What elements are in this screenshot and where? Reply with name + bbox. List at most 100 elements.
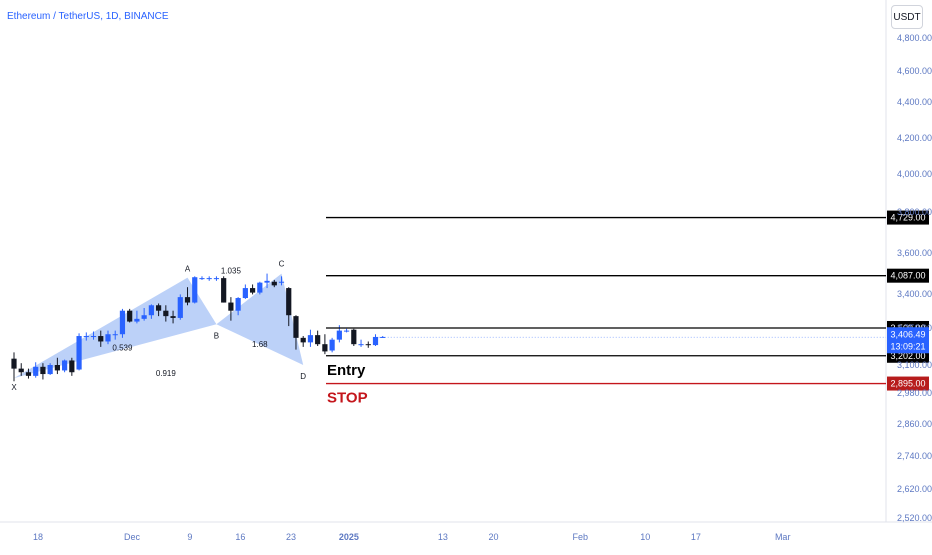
x-tick-label: Feb — [572, 532, 588, 542]
pattern-point-label: B — [214, 331, 219, 340]
x-tick-label: 18 — [33, 532, 43, 542]
candle-body — [25, 372, 32, 376]
candle-body — [62, 360, 68, 371]
candle-body — [90, 336, 97, 338]
candle-body — [351, 329, 357, 345]
candle-body — [40, 366, 46, 375]
y-tick-label: 2,980.00 — [897, 388, 932, 398]
y-tick-label: 4,800.00 — [897, 33, 932, 43]
pattern-point-label: A — [185, 265, 191, 274]
x-tick-label: 2025 — [339, 532, 359, 542]
level-text: STOP — [327, 390, 368, 407]
level-text: Entry — [327, 362, 366, 379]
symbol-title: Ethereum / TetherUS, 1D, BINANCE — [7, 11, 169, 22]
candle-body — [163, 310, 169, 317]
x-tick-label: 23 — [286, 532, 296, 542]
candle-body — [228, 302, 234, 311]
candle-body — [257, 282, 263, 293]
pattern-point-label: C — [279, 260, 285, 269]
candle-body — [112, 334, 118, 336]
candle-body — [221, 278, 227, 303]
candle-body — [148, 305, 154, 316]
y-tick-label: 2,620.00 — [897, 484, 932, 494]
y-tick-label: 3,800.00 — [897, 207, 932, 217]
candle-body — [336, 330, 342, 340]
candle-body — [329, 339, 335, 351]
level-price-label: 4,729.00 — [890, 213, 925, 223]
candle-body — [192, 277, 198, 303]
candle-body — [177, 297, 183, 318]
candle-body — [134, 318, 140, 322]
level-price-tag — [887, 268, 929, 283]
x-tick-label: Mar — [775, 532, 791, 542]
candle-body — [365, 344, 371, 346]
candle-body — [98, 336, 104, 342]
level-price-tag — [887, 210, 929, 225]
candle-body — [18, 368, 24, 373]
candle-body — [206, 278, 212, 280]
candle-body — [105, 334, 111, 342]
countdown-label: 13:09:21 — [890, 341, 925, 351]
candle-body — [293, 316, 299, 338]
candle-body — [33, 366, 39, 376]
y-tick-label: 2,520.00 — [897, 513, 932, 523]
y-tick-label: 4,400.00 — [897, 97, 932, 107]
x-tick-label: 9 — [187, 532, 192, 542]
y-tick-label: 4,600.00 — [897, 66, 932, 76]
candle-body — [119, 310, 126, 335]
candle-body — [286, 288, 292, 316]
x-tick-label: 16 — [235, 532, 245, 542]
x-tick-label: 10 — [640, 532, 650, 542]
candle-body — [170, 316, 176, 318]
x-tick-label: 20 — [488, 532, 498, 542]
pattern-xab-triangle — [14, 277, 217, 379]
y-tick-label: 2,860.00 — [897, 419, 932, 429]
candle-body — [372, 336, 379, 346]
candle-body — [156, 305, 162, 311]
candle-body — [315, 335, 321, 345]
candle-body — [69, 360, 75, 373]
pattern-point-label: X — [11, 383, 17, 392]
level-price-label: 2,895.00 — [890, 379, 925, 389]
currency-selector[interactable]: USDT — [891, 5, 923, 29]
pattern-ratio-label: 0.919 — [156, 369, 177, 378]
x-tick-label: Dec — [124, 532, 141, 542]
x-tick-label: 13 — [438, 532, 448, 542]
pattern-ratio-label: 0.539 — [112, 344, 133, 353]
current-price-tag — [887, 327, 929, 354]
y-tick-label: 4,200.00 — [897, 133, 932, 143]
candle-body — [199, 278, 205, 280]
x-tick-label: 17 — [691, 532, 701, 542]
level-price-label: 3,202.00 — [890, 351, 925, 361]
y-tick-label: 3,400.00 — [897, 289, 932, 299]
pattern-ratio-label: 1.68 — [252, 340, 268, 349]
pattern-ratio-label: 1.035 — [221, 267, 242, 276]
candle-body — [307, 335, 314, 343]
candle-body — [76, 336, 82, 370]
y-tick-label: 2,740.00 — [897, 451, 932, 461]
level-price-label: 4,087.00 — [890, 271, 925, 281]
candle-body — [322, 344, 328, 352]
candle-body — [242, 288, 248, 299]
candle-body — [54, 365, 60, 371]
candle-body — [235, 298, 241, 311]
pattern-point-label: D — [300, 372, 306, 381]
candle-body — [127, 310, 133, 322]
y-tick-label: 3,100.00 — [897, 360, 932, 370]
candle-body — [141, 315, 147, 319]
level-price-tag — [887, 376, 929, 391]
y-tick-label: 3,600.00 — [897, 248, 932, 258]
candle-body — [249, 288, 256, 293]
current-price-label: 3,406.49 — [890, 329, 925, 339]
candle-body — [278, 281, 285, 283]
candle-body — [184, 297, 191, 303]
candle-body — [358, 344, 364, 346]
candle-body — [300, 337, 306, 343]
y-tick-label: 4,000.00 — [897, 169, 932, 179]
candle-body — [83, 336, 89, 338]
candle-body — [343, 330, 350, 332]
candle-body — [271, 281, 277, 286]
candle-body — [47, 365, 53, 375]
